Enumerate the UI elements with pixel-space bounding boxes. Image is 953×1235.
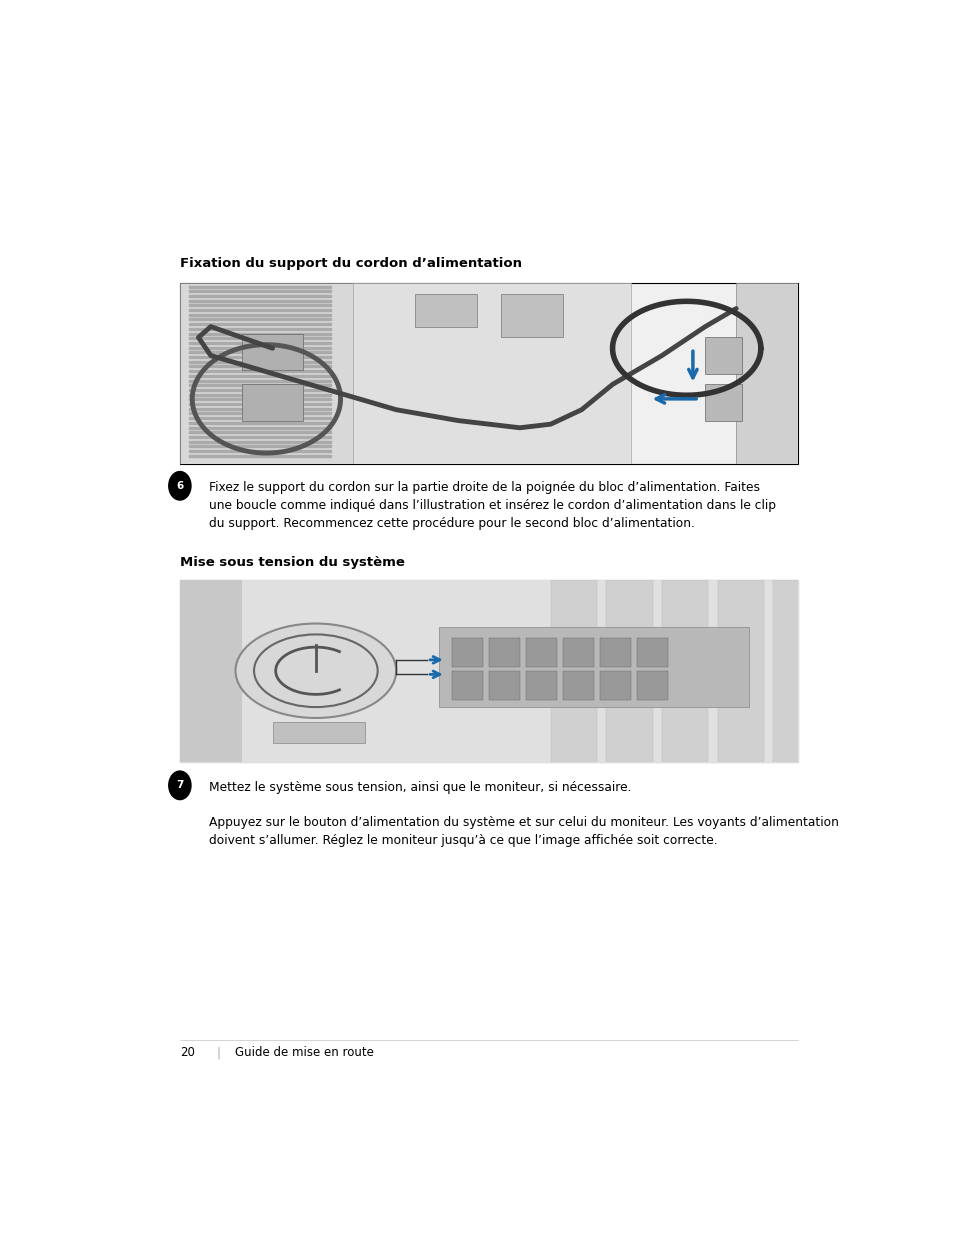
Text: Mise sous tension du système: Mise sous tension du système	[180, 556, 404, 568]
FancyBboxPatch shape	[180, 283, 797, 464]
FancyBboxPatch shape	[180, 580, 797, 762]
Circle shape	[169, 771, 191, 799]
Text: Fixez le support du cordon sur la partie droite de la poignée du bloc d’alimenta: Fixez le support du cordon sur la partie…	[210, 482, 776, 530]
Text: 7: 7	[176, 781, 183, 790]
Text: Appuyez sur le bouton d’alimentation du système et sur celui du moniteur. Les vo: Appuyez sur le bouton d’alimentation du …	[210, 816, 839, 847]
Circle shape	[169, 472, 191, 500]
Text: 6: 6	[176, 480, 183, 490]
Text: Fixation du support du cordon d’alimentation: Fixation du support du cordon d’alimenta…	[180, 257, 521, 270]
Text: Guide de mise en route: Guide de mise en route	[235, 1046, 374, 1060]
Text: Mettez le système sous tension, ainsi que le moniteur, si nécessaire.: Mettez le système sous tension, ainsi qu…	[210, 781, 631, 794]
Text: 20: 20	[180, 1046, 194, 1060]
Text: |: |	[216, 1046, 220, 1060]
